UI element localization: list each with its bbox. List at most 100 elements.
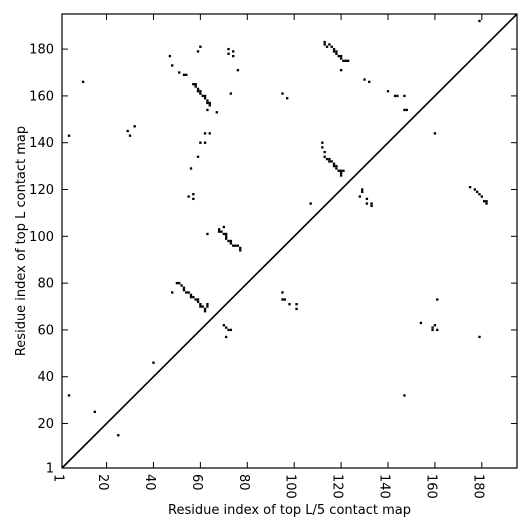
contact-cell-lower [187, 291, 190, 294]
contact-cell-upper [196, 90, 200, 93]
contact-cell-upper [405, 108, 408, 112]
contact-cell-lower [225, 326, 228, 329]
contact-cell-upper [346, 59, 350, 62]
contact-cell-upper [199, 92, 202, 95]
contact-cell-lower [185, 291, 188, 294]
contact-cell-lower [117, 434, 120, 437]
contact-cell-upper [185, 73, 188, 77]
x-tick-label: 1 [51, 474, 66, 482]
contact-cell-upper [232, 244, 235, 247]
contact-cell-upper [328, 160, 331, 163]
contact-cell-upper [203, 94, 207, 98]
contact-cell-lower [203, 307, 207, 311]
contact-cell-upper [203, 97, 207, 100]
contact-cell-upper [332, 164, 336, 168]
contact-cell-upper [192, 197, 195, 201]
contact-cell-upper [215, 111, 218, 114]
contact-cell-upper [168, 54, 172, 58]
contact-cell-upper [342, 169, 345, 172]
contact-cell-upper [328, 43, 331, 46]
contact-cell-lower [189, 295, 193, 299]
contact-cell-upper [370, 204, 373, 208]
contact-cell-lower [203, 310, 207, 313]
contact-cell-upper [206, 232, 209, 236]
contact-cell-lower [199, 305, 202, 308]
contact-cell-upper [403, 94, 406, 98]
contact-cell-lower [283, 298, 286, 301]
contact-cell-upper [335, 164, 338, 168]
contact-cell-lower [431, 328, 434, 332]
contact-cell-upper [475, 190, 479, 194]
y-tick-label: 20 [37, 417, 54, 432]
contact-cell-lower [196, 300, 200, 304]
contact-cell-upper [330, 160, 333, 163]
contact-cell-upper [232, 54, 235, 58]
x-axis-ticks: 1 20 40 60 80 100 120 140 160 180 [51, 14, 485, 499]
contact-cell-upper [393, 94, 397, 98]
contact-cell-upper [335, 50, 338, 53]
contact-cell-upper [239, 246, 242, 250]
contact-cell-upper [81, 80, 85, 84]
contact-cell-upper [194, 85, 197, 88]
contact-cell-lower [288, 303, 291, 306]
x-tick-label: 120 [330, 474, 345, 499]
contact-cell-upper [182, 73, 186, 77]
contact-cell-upper [196, 87, 200, 91]
contact-cell-upper [232, 50, 235, 53]
contact-cell-upper [370, 202, 373, 205]
contact-cell-upper [196, 50, 200, 53]
y-tick-label: 120 [29, 183, 54, 198]
contact-cell-lower [225, 335, 228, 339]
contact-cell-upper [358, 195, 362, 198]
contact-cell-upper [365, 197, 369, 201]
contact-cell-lower [201, 305, 204, 308]
contact-cell-lower [281, 298, 284, 301]
y-tick-label: 100 [29, 230, 54, 245]
contact-cell-lower [206, 305, 209, 308]
contact-cell-lower [222, 324, 226, 327]
contact-cell-lower [295, 303, 298, 306]
plot-frame [61, 13, 518, 469]
x-tick-label: 180 [470, 474, 485, 499]
contact-cell-lower [478, 335, 481, 339]
y-tick-label: 1 [46, 462, 54, 477]
contact-cell-upper [485, 200, 488, 203]
contact-cell-upper [386, 90, 390, 93]
contact-cell-lower [189, 293, 193, 296]
contact-cell-upper [203, 141, 207, 144]
contact-cell-upper [363, 78, 366, 81]
contact-cell-lower [152, 361, 155, 364]
contact-cell-upper [201, 94, 204, 98]
contact-cell-upper [199, 141, 202, 144]
contact-cell-lower [295, 307, 298, 311]
contact-cell-upper [335, 167, 338, 170]
contact-cell-upper [227, 52, 230, 55]
contact-cell-upper [433, 132, 437, 135]
x-tick-label: 140 [377, 474, 392, 499]
contact-cell-upper [196, 155, 200, 158]
contact-cell-upper [239, 249, 242, 252]
contact-cell-lower [196, 298, 200, 301]
contact-cell-upper [234, 244, 237, 247]
contact-cell-upper [171, 64, 174, 67]
contact-cell-upper [187, 195, 190, 198]
contact-cell-upper [339, 57, 343, 60]
contact-cell-upper [337, 54, 340, 58]
contact-cell-upper [203, 132, 207, 135]
contact-cell-upper [323, 150, 326, 154]
contact-cell-upper [225, 237, 228, 240]
contact-cell-upper [206, 101, 209, 105]
contact-cell-lower [436, 298, 439, 301]
contact-cell-lower [171, 291, 174, 294]
contact-cell-lower [281, 291, 284, 294]
contact-cell-lower [180, 284, 183, 287]
contact-cell-upper [236, 244, 240, 247]
contact-cell-lower [229, 328, 233, 332]
contact-cell-lower [194, 298, 197, 301]
contact-cell-upper [321, 141, 324, 144]
y-tick-label: 80 [37, 277, 54, 292]
contact-cell-upper [225, 235, 228, 238]
contact-cell-upper [67, 134, 71, 137]
contact-cell-upper [480, 195, 483, 198]
